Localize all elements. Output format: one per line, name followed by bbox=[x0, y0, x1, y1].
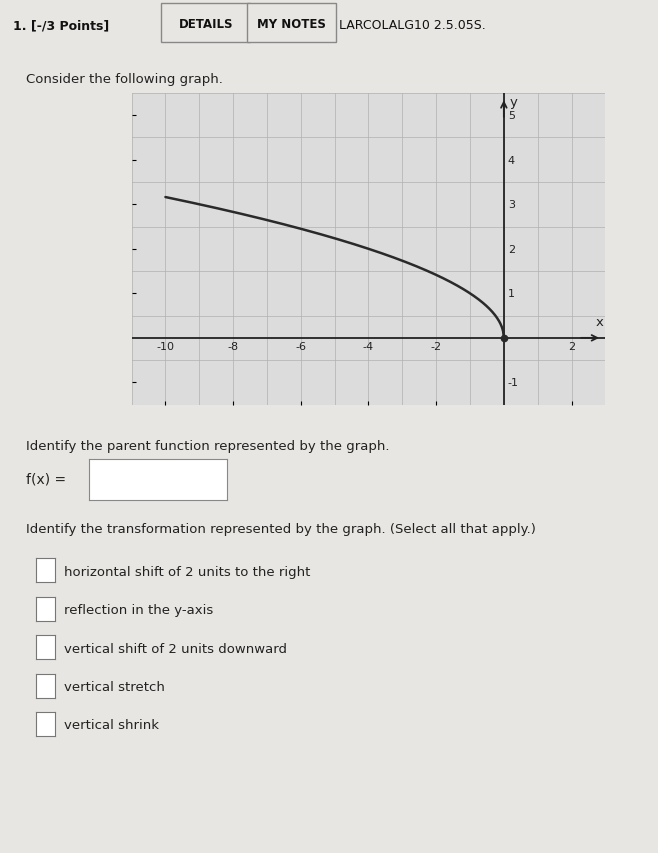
Text: LARCOLALG10 2.5.05S.: LARCOLALG10 2.5.05S. bbox=[339, 20, 486, 32]
Text: vertical shrink: vertical shrink bbox=[64, 718, 159, 732]
Text: 5: 5 bbox=[508, 111, 515, 121]
Text: Identify the transformation represented by the graph. (Select all that apply.): Identify the transformation represented … bbox=[26, 522, 536, 535]
Text: y: y bbox=[510, 96, 518, 109]
Text: 2: 2 bbox=[508, 245, 515, 254]
Text: -1: -1 bbox=[508, 378, 519, 388]
Text: DETAILS: DETAILS bbox=[178, 18, 233, 31]
Text: MY NOTES: MY NOTES bbox=[257, 18, 326, 31]
Text: -2: -2 bbox=[430, 342, 442, 352]
Text: Identify the parent function represented by the graph.: Identify the parent function represented… bbox=[26, 439, 390, 452]
FancyBboxPatch shape bbox=[247, 4, 336, 43]
Text: -8: -8 bbox=[228, 342, 239, 352]
Text: -10: -10 bbox=[157, 342, 174, 352]
Text: -6: -6 bbox=[295, 342, 307, 352]
Text: 3: 3 bbox=[508, 200, 515, 210]
FancyBboxPatch shape bbox=[161, 4, 250, 43]
Text: 1. [-/3 Points]: 1. [-/3 Points] bbox=[13, 20, 109, 32]
Text: 1: 1 bbox=[508, 289, 515, 299]
Text: f(x) =: f(x) = bbox=[26, 473, 66, 486]
Text: x: x bbox=[595, 316, 603, 328]
Text: vertical shift of 2 units downward: vertical shift of 2 units downward bbox=[64, 641, 288, 655]
Text: reflection in the y-axis: reflection in the y-axis bbox=[64, 603, 214, 617]
Text: Consider the following graph.: Consider the following graph. bbox=[26, 73, 223, 85]
Text: -4: -4 bbox=[363, 342, 374, 352]
Text: horizontal shift of 2 units to the right: horizontal shift of 2 units to the right bbox=[64, 565, 311, 578]
Text: vertical stretch: vertical stretch bbox=[64, 680, 165, 693]
Text: 4: 4 bbox=[508, 155, 515, 165]
Text: 2: 2 bbox=[568, 342, 575, 352]
